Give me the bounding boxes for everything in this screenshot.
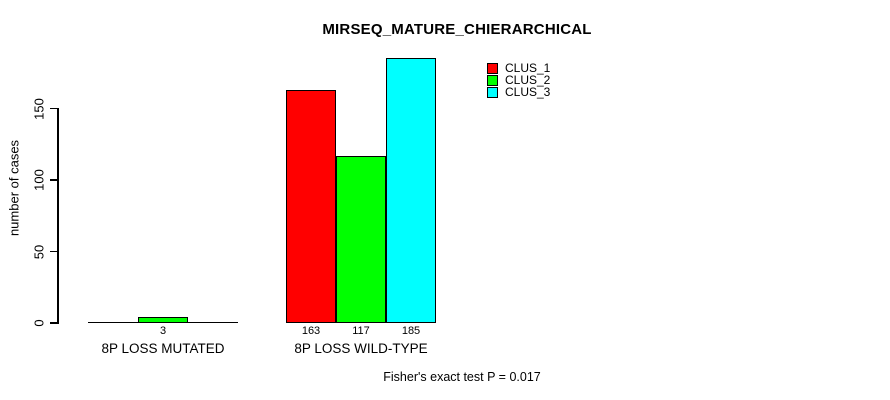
legend-swatch-clus_2 [487,75,498,86]
x-category-label-group1: 8P LOSS MUTATED [101,341,225,356]
legend-item-2: CLUS_2 [487,73,551,87]
bar-clus_3-group2 [386,58,436,323]
y-tick [50,322,59,324]
legend-swatch-clus_1 [487,63,498,74]
y-tick-label: 50 [31,244,47,259]
bar-clus_3-group1-zero [188,321,238,323]
y-tick-label: 150 [31,97,47,120]
bar-clus_1-group2 [286,89,336,323]
bar-clus_2-group2 [336,155,386,323]
bar-value-label: 163 [301,325,321,337]
legend-label: CLUS_2 [505,73,551,87]
legend-label: CLUS_3 [505,85,551,99]
y-tick [50,250,59,253]
y-tick [50,107,59,110]
legend-swatch-clus_3 [487,87,498,98]
y-axis-line [57,107,59,324]
bar-clus_1-group1-zero [88,321,138,323]
legend: CLUS_1 CLUS_2 CLUS_3 [487,61,551,99]
legend-item-3: CLUS_3 [487,85,551,99]
legend-label: CLUS_1 [505,61,551,75]
y-tick-label: 100 [31,169,47,191]
chart-title: MIRSEQ_MATURE_CHIERARCHICAL [322,21,592,38]
y-tick [50,179,59,181]
bar-value-label: 185 [401,325,421,337]
legend-item-1: CLUS_1 [487,61,551,75]
x-category-label-group2: 8P LOSS WILD-TYPE [294,341,428,356]
y-axis-title: number of cases [6,139,22,237]
footer-annotation: Fisher's exact test P = 0.017 [383,370,541,384]
bar-clus_2-group1 [138,317,188,323]
y-tick-label: 0 [31,319,47,327]
bar-value-label: 3 [159,325,167,337]
bar-value-label: 117 [352,325,370,337]
